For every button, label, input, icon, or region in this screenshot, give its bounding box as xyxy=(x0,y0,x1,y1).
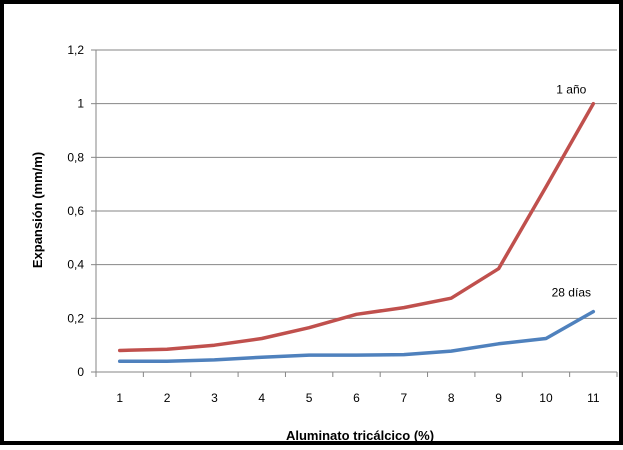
series-line-twenty-eight-days xyxy=(117,309,596,364)
x-tick-label: 9 xyxy=(495,391,502,405)
x-tick-label: 10 xyxy=(539,391,553,405)
x-tick-label: 5 xyxy=(306,391,313,405)
axes xyxy=(91,49,618,377)
x-tick-label: 4 xyxy=(258,391,265,405)
series-line-one-year xyxy=(117,101,596,353)
y-tick-label: 1 xyxy=(77,97,84,111)
y-tick-label: 0 xyxy=(77,365,84,379)
y-tick-label: 0,8 xyxy=(67,150,84,164)
x-tick-label: 3 xyxy=(211,391,218,405)
y-tick-label: 0,6 xyxy=(67,204,84,218)
x-tick-label: 2 xyxy=(164,391,171,405)
series-labels: 1 año 28 días xyxy=(552,83,591,300)
y-tick-label: 1,2 xyxy=(67,43,84,57)
gridlines xyxy=(96,49,617,319)
x-tick-label: 6 xyxy=(353,391,360,405)
x-tick-label: 1 xyxy=(116,391,123,405)
series-lines xyxy=(117,101,596,364)
y-tick-label: 0,4 xyxy=(67,258,84,272)
x-tick-label: 7 xyxy=(401,391,408,405)
series-label: 28 días xyxy=(552,286,591,300)
y-axis-title: Expansión (mm/m) xyxy=(30,152,45,268)
series-label: 1 año xyxy=(556,83,586,97)
x-axis-title: Aluminato tricálcico (%) xyxy=(286,428,434,443)
y-tick-label: 0,2 xyxy=(67,311,84,325)
tick-labels: 0 0,2 0,4 0,6 0,8 1 1,2 1 2 3 4 5 6 7 8 9 10 11 xyxy=(67,43,600,405)
x-tick-label: 11 xyxy=(587,391,600,405)
x-tick-label: 8 xyxy=(448,391,455,405)
